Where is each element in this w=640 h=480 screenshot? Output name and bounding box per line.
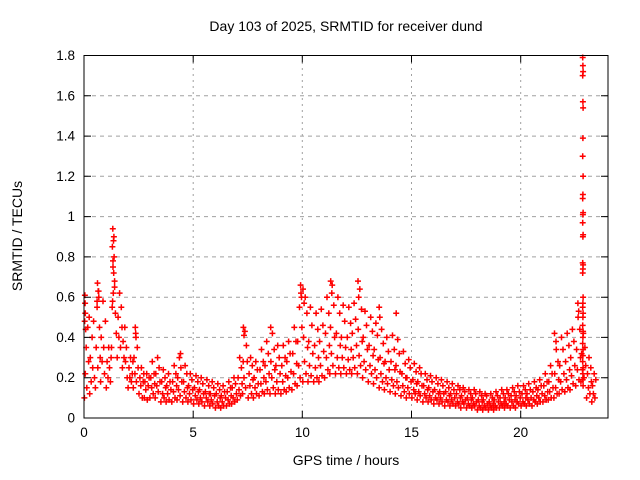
x-tick-label: 15 bbox=[404, 425, 419, 440]
y-tick-label: 0.4 bbox=[56, 330, 75, 345]
grid-vertical-lines bbox=[192, 55, 522, 418]
x-tick-label: 10 bbox=[295, 425, 310, 440]
y-tick-label: 0.2 bbox=[56, 370, 75, 385]
y-tick-label: 1.4 bbox=[56, 129, 75, 144]
y-tick-label: 1.8 bbox=[56, 48, 75, 63]
y-tick-label: 0.8 bbox=[56, 249, 75, 264]
y-tick-label: 1.2 bbox=[56, 169, 75, 184]
x-axis-title: GPS time / hours bbox=[292, 452, 400, 468]
y-tick-label: 0 bbox=[67, 411, 75, 426]
scatter-points bbox=[81, 54, 599, 413]
y-tick-label: 0.6 bbox=[56, 290, 75, 305]
x-tick-label: 20 bbox=[513, 425, 528, 440]
x-tick-label: 0 bbox=[80, 425, 88, 440]
y-tick-label: 1 bbox=[67, 209, 75, 224]
x-tick-label: 5 bbox=[189, 425, 197, 440]
y-tick-label: 1.6 bbox=[56, 88, 75, 103]
axis-ticks bbox=[83, 55, 608, 419]
y-axis-title: SRMTID / TECUs bbox=[9, 180, 25, 292]
chart-title: Day 103 of 2025, SRMTID for receiver dun… bbox=[209, 18, 483, 34]
grid-horizontal-lines bbox=[84, 95, 608, 379]
plot-border bbox=[83, 55, 609, 419]
